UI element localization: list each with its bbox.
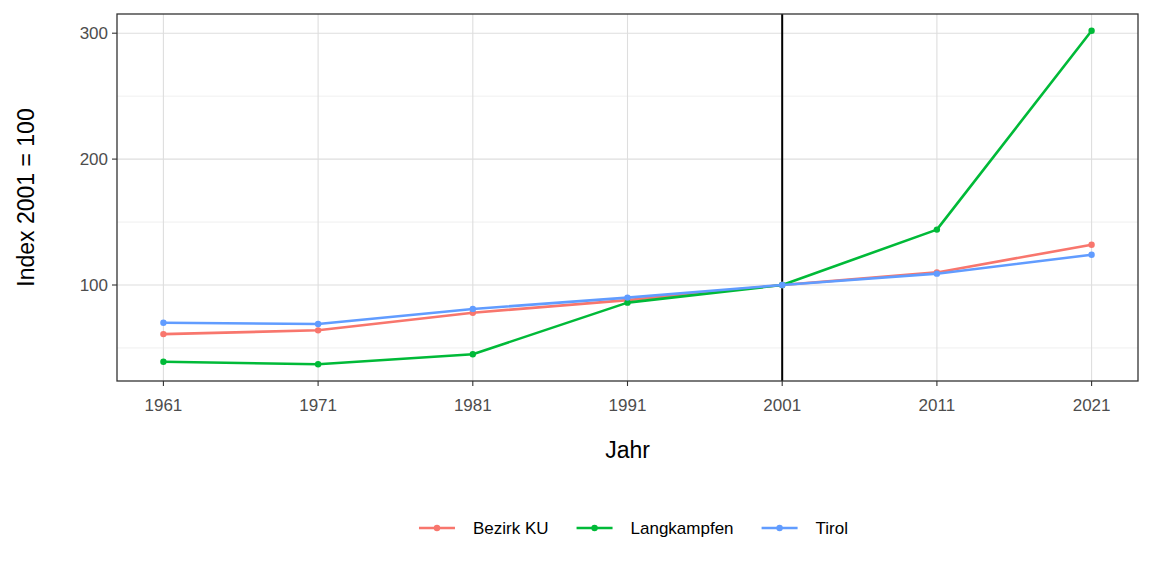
legend-label: Bezirk KU xyxy=(473,519,549,538)
tick xyxy=(112,159,117,160)
tick xyxy=(112,284,117,285)
tick-label: 1981 xyxy=(454,396,492,415)
tick-label: 100 xyxy=(80,276,108,295)
series-point xyxy=(1088,252,1094,258)
tick-label: 200 xyxy=(80,150,108,169)
grid-line xyxy=(627,14,628,381)
series-point xyxy=(779,282,785,288)
tick-label: 2021 xyxy=(1073,396,1111,415)
tick xyxy=(627,381,628,386)
series-point xyxy=(160,359,166,365)
y-axis-title: Index 2001 = 100 xyxy=(13,108,39,286)
legend-label: Tirol xyxy=(816,519,848,538)
series-point xyxy=(934,270,940,276)
series-line xyxy=(163,31,1091,365)
series-line xyxy=(163,245,1091,334)
series-point xyxy=(470,351,476,357)
tick xyxy=(1091,381,1092,386)
legend-item: Bezirk KU xyxy=(419,519,549,538)
series-line xyxy=(163,255,1091,324)
grid-line xyxy=(1091,14,1092,381)
grid xyxy=(117,14,1138,381)
series-group xyxy=(160,27,1095,367)
series-point xyxy=(1088,242,1094,248)
series-point xyxy=(160,320,166,326)
legend-item: Tirol xyxy=(762,519,848,538)
series-point xyxy=(315,327,321,333)
legend: Bezirk KU Langkampfen Tirol xyxy=(419,519,848,538)
grid-line xyxy=(936,14,937,381)
tick-label: 2011 xyxy=(919,396,956,415)
series-point xyxy=(315,321,321,327)
series-point xyxy=(160,331,166,337)
grid-line xyxy=(782,14,783,381)
legend-label: Langkampfen xyxy=(631,519,734,538)
plot-frame xyxy=(117,14,1138,381)
tick xyxy=(163,381,164,386)
legend-key-marker xyxy=(776,525,782,531)
legend-key-marker xyxy=(591,525,597,531)
tick xyxy=(112,33,117,34)
series-point xyxy=(779,282,785,288)
reference-line xyxy=(781,14,783,381)
tick-label: 300 xyxy=(80,24,108,43)
chart: 100 200 300 1961 1971 1981 1991 2001 2011 2021 Jah… xyxy=(0,0,1152,576)
tick-label: 1961 xyxy=(144,396,182,415)
legend-key-marker xyxy=(434,525,440,531)
series-point xyxy=(624,294,630,300)
plot-background xyxy=(117,14,1138,381)
tick-label: 1971 xyxy=(299,396,337,415)
tick-label: 1991 xyxy=(609,396,647,415)
tick xyxy=(318,381,319,386)
tick xyxy=(472,381,473,386)
series-point xyxy=(315,361,321,367)
tick xyxy=(936,381,937,386)
series-point xyxy=(779,282,785,288)
series-point xyxy=(470,306,476,312)
series-point xyxy=(934,226,940,232)
series-point xyxy=(1088,27,1094,33)
tick xyxy=(782,381,783,386)
tick-label: 2001 xyxy=(763,396,801,415)
legend-item: Langkampfen xyxy=(577,519,734,538)
grid-line xyxy=(472,14,473,381)
x-axis-title: Jahr xyxy=(605,437,650,463)
